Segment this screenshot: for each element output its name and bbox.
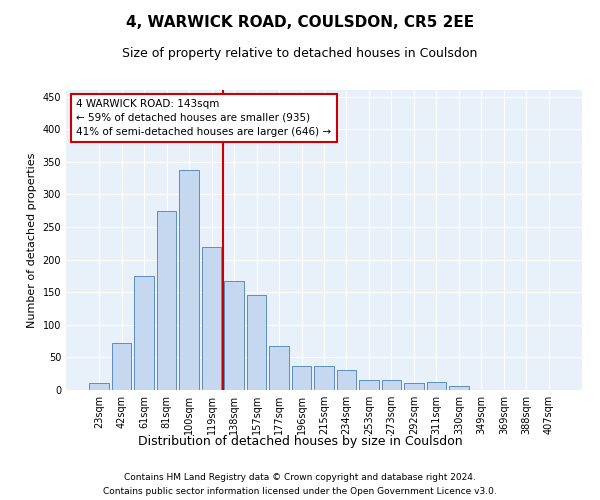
Bar xyxy=(314,366,334,390)
Bar xyxy=(157,210,176,390)
Text: 4, WARWICK ROAD, COULSDON, CR5 2EE: 4, WARWICK ROAD, COULSDON, CR5 2EE xyxy=(126,15,474,30)
Text: 4 WARWICK ROAD: 143sqm
← 59% of detached houses are smaller (935)
41% of semi-de: 4 WARWICK ROAD: 143sqm ← 59% of detached… xyxy=(76,99,331,137)
Bar xyxy=(269,346,289,390)
Bar xyxy=(292,366,311,390)
Text: Contains HM Land Registry data © Crown copyright and database right 2024.: Contains HM Land Registry data © Crown c… xyxy=(124,472,476,482)
Bar xyxy=(359,380,379,390)
Text: Size of property relative to detached houses in Coulsdon: Size of property relative to detached ho… xyxy=(122,48,478,60)
Y-axis label: Number of detached properties: Number of detached properties xyxy=(27,152,37,328)
Bar xyxy=(202,246,221,390)
Bar xyxy=(247,296,266,390)
Bar xyxy=(179,170,199,390)
Bar xyxy=(89,384,109,390)
Bar xyxy=(382,380,401,390)
Bar xyxy=(404,384,424,390)
Bar xyxy=(224,281,244,390)
Bar xyxy=(427,382,446,390)
Bar xyxy=(449,386,469,390)
Text: Distribution of detached houses by size in Coulsdon: Distribution of detached houses by size … xyxy=(137,435,463,448)
Bar xyxy=(112,343,131,390)
Bar xyxy=(337,370,356,390)
Bar xyxy=(134,276,154,390)
Text: Contains public sector information licensed under the Open Government Licence v3: Contains public sector information licen… xyxy=(103,488,497,496)
